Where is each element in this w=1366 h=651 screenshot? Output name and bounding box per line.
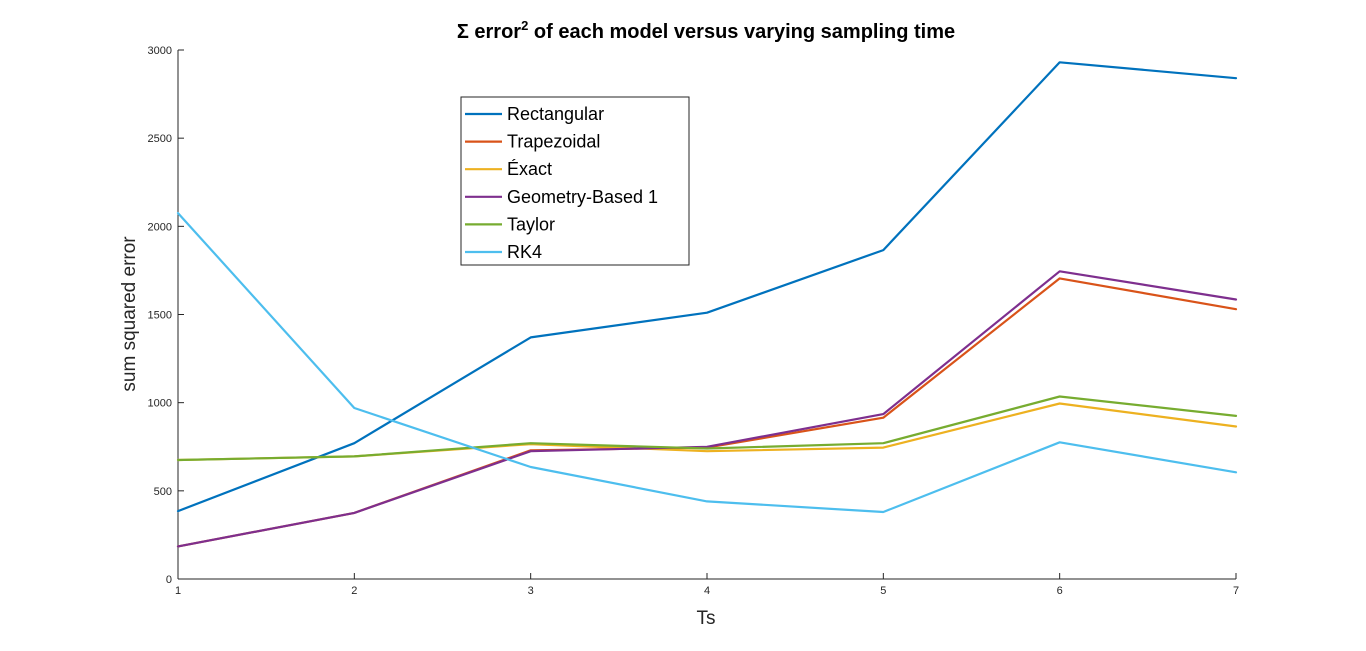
x-tick-label: 3	[528, 585, 534, 597]
axes: 1 2 3 4 5 6 7 0 500 1000 1500 2000 2500 3000	[148, 45, 1240, 597]
legend-label: RK4	[507, 242, 542, 262]
legend-label: Éxact	[507, 159, 552, 179]
x-tick-label: 6	[1057, 585, 1063, 597]
legend-label: Taylor	[507, 214, 555, 234]
x-tick-label: 4	[704, 585, 710, 597]
x-tick-label: 7	[1233, 585, 1239, 597]
legend-label: Geometry-Based 1	[507, 187, 658, 207]
legend-label: Rectangular	[507, 104, 604, 124]
chart-title-prefix: Σ error	[457, 21, 521, 43]
x-tick-label: 5	[880, 585, 886, 597]
x-axis-label: Ts	[697, 608, 716, 629]
series-line-geometry-based-1	[176, 270, 1238, 548]
series-line-trapezoidal	[176, 277, 1238, 548]
y-tick-label: 1000	[148, 398, 172, 410]
series-line--xact	[176, 402, 1238, 462]
legend-item: Taylor	[465, 214, 555, 234]
legend-item: Trapezoidal	[465, 132, 600, 152]
series-lines	[176, 61, 1238, 548]
y-tick-label: 2000	[148, 221, 172, 233]
y-tick-label: 1500	[148, 310, 172, 322]
legend-item: Éxact	[465, 159, 552, 179]
y-tick-label: 0	[166, 574, 172, 586]
chart-title: Σ error2 of each model versus varying sa…	[457, 18, 955, 43]
series-line-rk4	[176, 212, 1238, 514]
y-tick-label: 2500	[148, 133, 172, 145]
legend-item: Geometry-Based 1	[465, 187, 658, 207]
legend-box	[460, 96, 690, 266]
legend: Rectangular Trapezoidal Éxact Geometry-Base…	[460, 96, 690, 266]
x-tick-label: 1	[175, 585, 181, 597]
y-axis-label: sum squared error	[119, 236, 140, 392]
y-tick-label: 3000	[148, 45, 172, 57]
legend-label: Trapezoidal	[507, 132, 600, 152]
chart-title-suffix: of each model versus varying sampling ti…	[528, 21, 955, 43]
series-line-rectangular	[176, 61, 1238, 513]
series-line-taylor	[176, 395, 1238, 462]
legend-item: RK4	[465, 242, 542, 262]
y-tick-label: 500	[154, 486, 172, 498]
chart-title-superscript: 2	[521, 18, 528, 33]
legend-item: Rectangular	[465, 104, 604, 124]
x-tick-label: 2	[351, 585, 357, 597]
